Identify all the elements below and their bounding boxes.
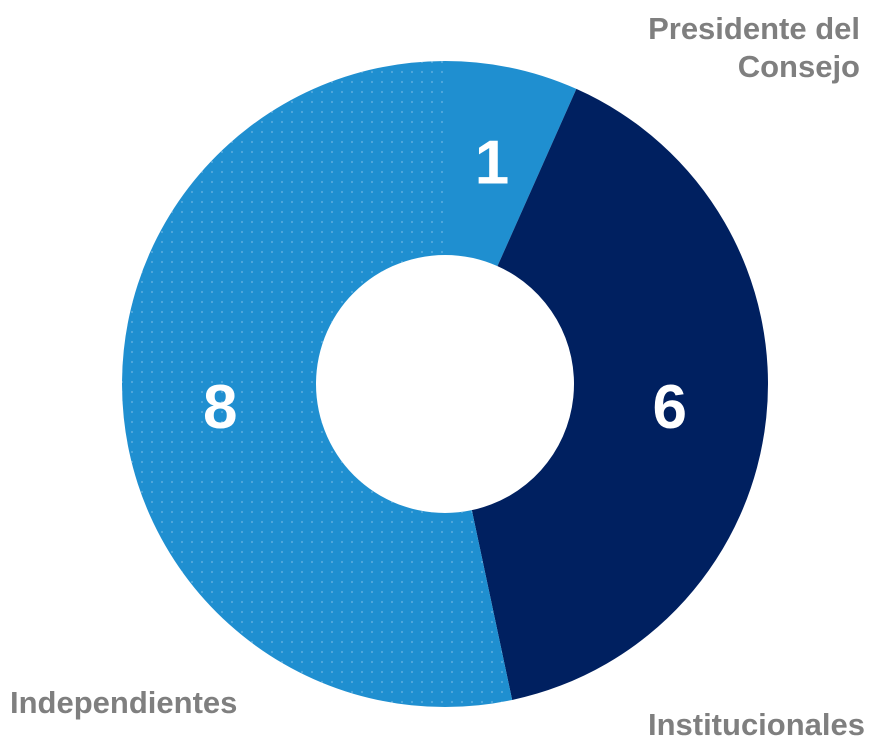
value-label: 1 bbox=[475, 128, 509, 197]
category-label: Institucionales bbox=[647, 707, 865, 742]
category-label: Independientes bbox=[10, 685, 238, 720]
category-label: Presidente del Consejo bbox=[648, 11, 860, 84]
value-label: 6 bbox=[653, 373, 687, 442]
value-label: 8 bbox=[203, 373, 237, 442]
donut-segment bbox=[471, 88, 768, 700]
